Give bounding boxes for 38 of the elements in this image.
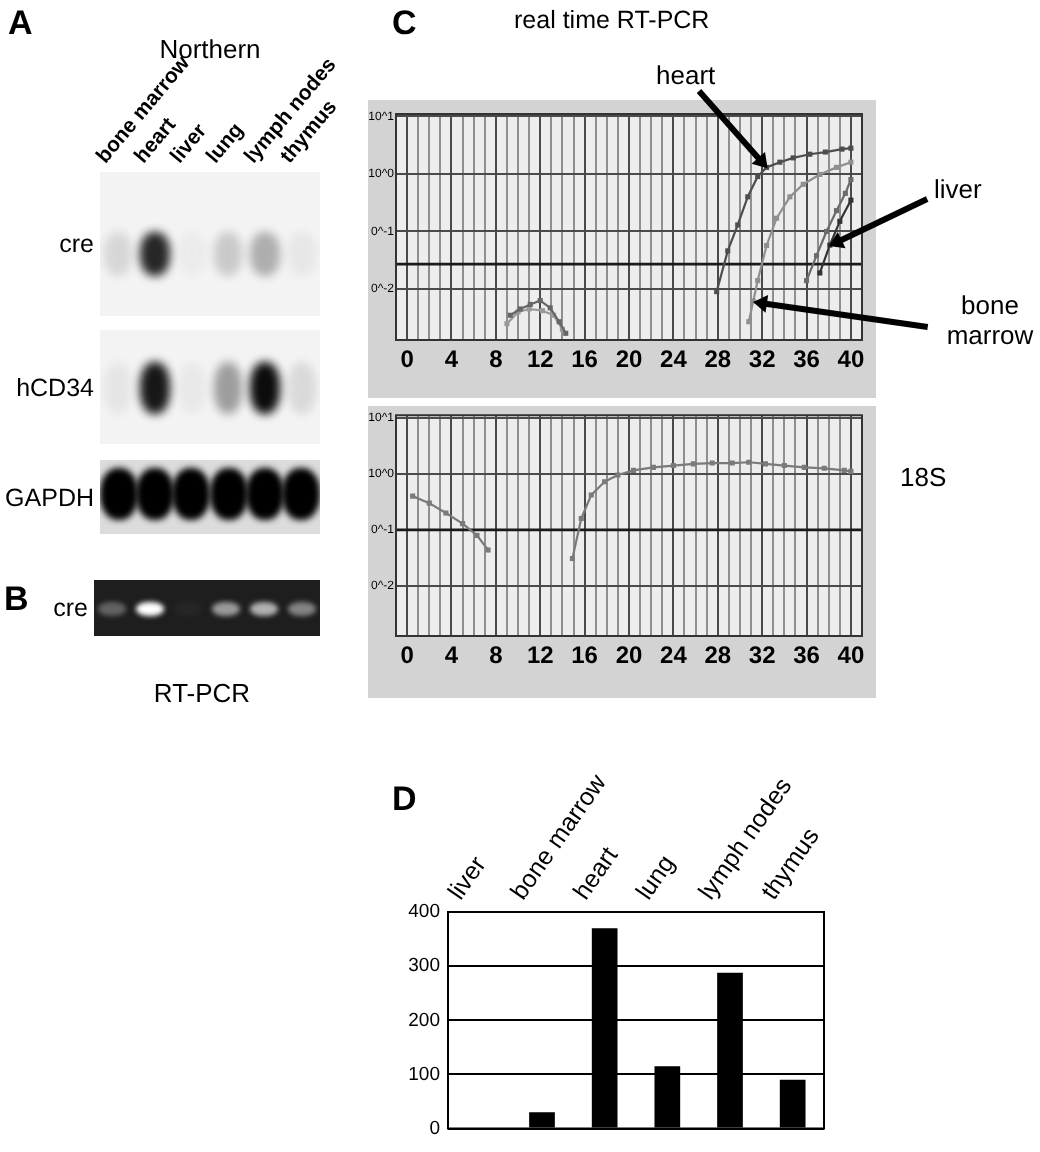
x-tick-label: 36 xyxy=(793,641,821,670)
x-tick-label: 32 xyxy=(748,641,777,670)
category-label: hCD34 xyxy=(16,372,94,401)
text: C xyxy=(392,4,417,44)
annotation: heart xyxy=(656,60,716,92)
x-tick-label: 24 xyxy=(660,345,688,374)
y-tick-label: 0 xyxy=(429,1117,440,1140)
x-tick-label: 12 xyxy=(526,641,555,670)
text: D xyxy=(392,780,417,820)
x-tick-label: 36 xyxy=(793,345,821,374)
category-label: GAPDH xyxy=(5,482,94,511)
x-tick-label: 12 xyxy=(526,345,555,374)
y-tick-label: 200 xyxy=(408,1009,440,1032)
x-tick-label: 4 xyxy=(444,641,459,670)
text: 18S xyxy=(900,462,947,494)
text: RT-PCR xyxy=(153,678,251,710)
x-tick-label: 20 xyxy=(615,641,643,670)
y-tick-label: 300 xyxy=(408,955,440,978)
x-tick-label: 40 xyxy=(837,345,865,374)
category-label: cre xyxy=(53,593,88,622)
chart-title: real time RT-PCR xyxy=(514,6,710,35)
y-tick-label: 100 xyxy=(408,1063,440,1086)
text: B xyxy=(4,580,29,620)
x-tick-label: 8 xyxy=(489,641,504,670)
x-tick-label: 20 xyxy=(615,345,643,374)
annotation: liver xyxy=(934,174,982,206)
category-label: cre xyxy=(59,229,94,258)
x-tick-label: 32 xyxy=(748,345,777,374)
x-tick-label: 4 xyxy=(444,345,459,374)
x-tick-label: 28 xyxy=(704,345,732,374)
x-tick-label: 24 xyxy=(660,641,688,670)
x-tick-label: 28 xyxy=(704,641,732,670)
x-tick-label: 8 xyxy=(489,345,504,374)
x-tick-label: 16 xyxy=(571,641,599,670)
text: A xyxy=(8,4,33,44)
x-tick-label: 16 xyxy=(571,345,599,374)
x-tick-label: 40 xyxy=(837,641,865,670)
y-tick-label: 400 xyxy=(408,901,440,924)
